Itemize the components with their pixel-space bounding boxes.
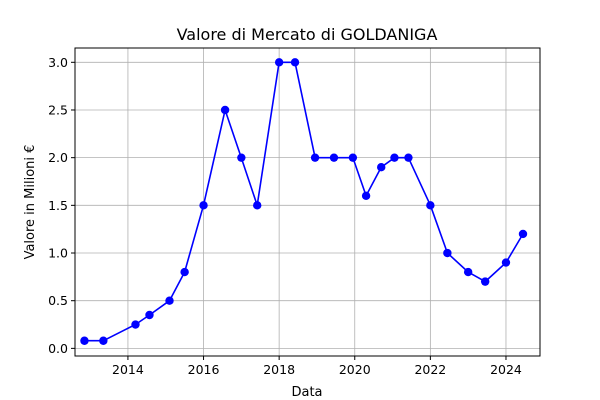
data-point <box>404 153 413 162</box>
data-point <box>199 201 208 210</box>
y-tick-label: 2.0 <box>48 150 68 165</box>
x-tick-label: 2016 <box>188 362 220 377</box>
plot-frame <box>74 47 541 357</box>
grid <box>75 48 540 356</box>
x-axis-label: Data <box>291 385 322 400</box>
y-tick-label: 1.5 <box>48 198 68 213</box>
data-point <box>253 201 262 210</box>
data-point <box>180 267 189 277</box>
data-point <box>463 267 473 277</box>
data-point <box>501 258 511 267</box>
x-axis: 2014 2016 2018 2020 2022 2024 <box>112 356 522 377</box>
data-point <box>329 153 339 162</box>
data-point <box>361 191 371 201</box>
y-axis-label: Valore in Milioni € <box>23 145 38 260</box>
data-point <box>443 248 452 258</box>
data-point <box>237 153 246 162</box>
data-point <box>390 153 399 162</box>
y-axis: 0.0 0.5 1.0 1.5 2.0 2.5 3.0 <box>48 55 75 356</box>
y-tick-label: 0.5 <box>48 293 68 308</box>
y-tick-label: 1.0 <box>48 246 68 261</box>
data-point <box>165 296 174 305</box>
series-layer <box>80 58 528 345</box>
x-tick-label: 2024 <box>490 362 522 377</box>
x-tick-label: 2018 <box>263 362 295 377</box>
y-tick-label: 2.5 <box>48 102 68 117</box>
data-point <box>145 310 154 320</box>
data-point <box>348 153 358 162</box>
series-line <box>84 61 524 342</box>
data-point <box>518 229 528 239</box>
x-tick-label: 2022 <box>414 362 446 377</box>
y-tick-label: 0.0 <box>48 341 68 356</box>
y-tick-label: 3.0 <box>48 55 68 70</box>
x-tick-label: 2014 <box>112 362 144 377</box>
data-point <box>426 201 435 210</box>
data-point <box>274 58 284 67</box>
data-point <box>99 336 108 345</box>
data-point <box>377 162 386 172</box>
data-point <box>310 153 320 162</box>
data-point <box>290 58 300 67</box>
data-point <box>480 277 490 286</box>
chart-title: Valore di Mercato di GOLDANIGA <box>177 25 438 44</box>
data-point <box>80 336 89 345</box>
x-tick-label: 2020 <box>339 362 371 377</box>
data-point <box>131 320 140 329</box>
data-point <box>220 105 230 115</box>
